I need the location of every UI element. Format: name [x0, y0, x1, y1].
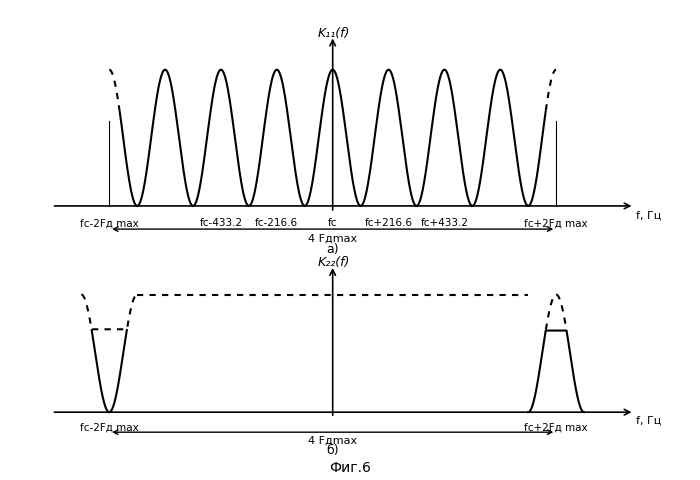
Text: fc-2Fд max: fc-2Fд max	[80, 218, 139, 228]
Text: 4 Fдmax: 4 Fдmax	[308, 436, 357, 446]
Text: K₁₁(f): K₁₁(f)	[318, 27, 350, 40]
Text: f, Гц: f, Гц	[636, 210, 661, 220]
Text: fc+2Fд max: fc+2Fд max	[524, 218, 588, 228]
Text: f, Гц: f, Гц	[636, 415, 661, 425]
Text: K₂₂(f): K₂₂(f)	[318, 256, 350, 269]
Text: fc: fc	[328, 218, 337, 228]
Text: fc-2Fд max: fc-2Fд max	[80, 423, 139, 433]
Text: б): б)	[326, 444, 339, 457]
Text: fc+2Fд max: fc+2Fд max	[524, 423, 588, 433]
Text: fc-216.6: fc-216.6	[256, 218, 298, 228]
Text: 4 Fдmax: 4 Fдmax	[308, 233, 357, 243]
Text: Фиг.6: Фиг.6	[329, 461, 371, 475]
Text: fc-433.2: fc-433.2	[199, 218, 242, 228]
Text: fc+433.2: fc+433.2	[421, 218, 468, 228]
Text: fc+216.6: fc+216.6	[365, 218, 412, 228]
Text: а): а)	[326, 243, 339, 256]
